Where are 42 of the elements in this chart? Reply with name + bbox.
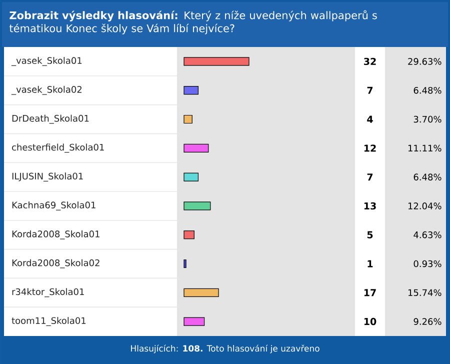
bar	[184, 288, 219, 297]
bar	[184, 114, 192, 124]
data-label: 7	[367, 86, 373, 94]
text: 0.93%	[414, 260, 442, 268]
y-tick-label: _vasek_Skola01	[11, 56, 82, 66]
text: 3.70%	[414, 116, 442, 123]
data-label: 32	[364, 58, 376, 66]
text: 15.74%	[408, 289, 442, 296]
bar	[184, 172, 199, 182]
bar	[184, 317, 205, 326]
text: 4.63%	[414, 231, 442, 238]
y-tick-label: toom11_Skola01	[12, 317, 86, 326]
y-tick-label: Korda2008_Skola01	[12, 230, 100, 240]
data-label: 13	[364, 202, 376, 210]
y-tick-label: ILJUSIN_Skola01	[12, 172, 83, 182]
y-tick-label: chesterfield_Skola01	[12, 144, 104, 153]
text: 9.26%	[414, 318, 442, 325]
bar	[184, 57, 250, 66]
text: 29.63%	[408, 58, 442, 65]
bar	[184, 230, 194, 240]
data-label: 5	[367, 231, 373, 238]
y-tick-label: Korda2008_Skola02	[12, 259, 100, 268]
data-label: 4	[367, 116, 373, 123]
bar	[184, 202, 211, 210]
text: 11.11%	[408, 144, 442, 152]
y-tick-label: r34ktor_Skola01	[12, 288, 84, 298]
data-label: 7	[367, 174, 373, 181]
data-label: 1	[368, 260, 373, 268]
bar	[184, 86, 199, 95]
text: 12.04%	[408, 202, 442, 210]
y-tick-label: DrDeath_Skola01	[12, 114, 89, 124]
text: 6.48%	[414, 86, 442, 94]
bar	[184, 259, 186, 268]
text: 6.48%	[414, 174, 442, 180]
y-tick-label: _vasek_Skola02	[11, 86, 82, 95]
data-label: 17	[364, 289, 376, 296]
bar	[184, 144, 209, 152]
y-tick-label: Kachna69_Skola01	[12, 201, 96, 210]
chart-title: Zobrazit výsledky hlasování: Který z níže uvedených wallpaperů s tématikou Konec školy se Vám líbí nejvíce?	[9, 10, 377, 34]
data-label: 10	[364, 318, 376, 326]
text: Hlasujících: 108. Toto hlasování je uzavřeno	[131, 344, 320, 354]
data-label: 12	[364, 144, 376, 152]
